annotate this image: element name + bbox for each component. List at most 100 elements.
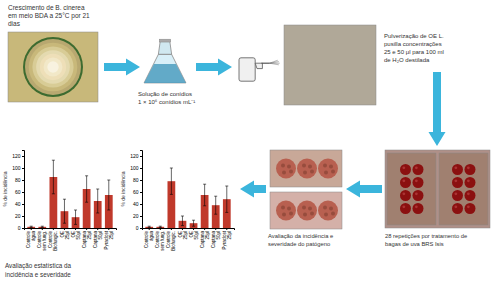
- mold-spot: [302, 164, 306, 168]
- tick-label-line: sem fung.: [42, 231, 47, 251]
- photo: [270, 150, 342, 187]
- tick-label: 40: [133, 201, 139, 207]
- arrow: [104, 59, 140, 76]
- y-tick: 100: [12, 165, 24, 171]
- error-line: [31, 226, 32, 227]
- error-cap: [85, 175, 88, 176]
- y-tick: 20: [15, 213, 24, 219]
- x-tick: OE50μl: [71, 228, 81, 240]
- error-cap: [181, 216, 184, 217]
- y-axis-title: % de incidência: [2, 171, 8, 206]
- axis-line: [25, 229, 117, 231]
- tick-mark: [149, 228, 150, 230]
- annotation: de H₂O destilada: [384, 57, 430, 63]
- error-line: [204, 184, 205, 206]
- x-tick: Captana25μl: [200, 228, 210, 248]
- infected-grape: [318, 201, 338, 221]
- grape: [452, 203, 463, 214]
- tick-mark: [215, 228, 216, 230]
- grape-shine: [402, 205, 405, 208]
- tick-label-line: 50μl: [76, 231, 81, 240]
- error-cap: [52, 193, 55, 194]
- mold-spot: [281, 164, 285, 168]
- mold-spot: [281, 206, 285, 210]
- grape: [465, 190, 476, 201]
- mold-spot: [282, 171, 286, 175]
- mold-spot: [287, 165, 291, 169]
- tick-label: Captana25μl: [200, 231, 210, 249]
- petri-ring: [32, 46, 73, 87]
- x-tick: Controleágua: [144, 228, 154, 248]
- error-cap: [148, 227, 151, 228]
- tick-label: 0: [18, 225, 21, 231]
- tick-label-line: 25μl: [87, 231, 92, 240]
- error-bar: [203, 184, 206, 206]
- x-tick: Controlesem fung.: [37, 228, 47, 251]
- mold-spot: [289, 170, 293, 174]
- tray-section: [439, 153, 488, 225]
- flask-liquid: [144, 64, 186, 83]
- tick-label: 40: [15, 201, 21, 207]
- petri-dish: [23, 37, 83, 97]
- spray-bottle: [239, 58, 255, 81]
- grape: [413, 177, 424, 188]
- tick-label: 60: [15, 189, 21, 195]
- grape-shine: [454, 205, 457, 208]
- grape: [400, 203, 411, 214]
- mold-spot: [289, 212, 293, 216]
- x-tick: OE50μl: [189, 228, 199, 240]
- arrow: [240, 181, 266, 198]
- error-bar: [170, 168, 173, 194]
- mold-spot: [303, 171, 307, 175]
- y-tick: 80: [15, 177, 24, 183]
- tick-mark: [140, 156, 142, 157]
- tick-label-line: água: [149, 231, 154, 242]
- tick-mark: [22, 228, 24, 229]
- error-bar: [192, 220, 195, 226]
- tick-label-line: 25μl: [109, 231, 114, 240]
- annotation: 25 e 50 μl para 100 ml: [384, 49, 444, 55]
- figure: Crescimento de B. cinereaem meio BDA a 2…: [0, 0, 500, 281]
- tick-label: Pyraclost25μl: [222, 230, 232, 249]
- annotation: dias: [8, 20, 21, 27]
- grape: [413, 190, 424, 201]
- photo: [284, 25, 376, 105]
- tick-mark: [64, 228, 65, 230]
- grape: [400, 177, 411, 188]
- annotation: 1 × 10⁶ conídios mL⁻¹: [138, 99, 195, 105]
- spray-nozzle: [262, 63, 270, 64]
- error-cap: [63, 199, 66, 200]
- error-line: [149, 226, 150, 227]
- grape-shine: [467, 179, 470, 182]
- tick-mark: [97, 228, 98, 230]
- y-tick: 0: [18, 225, 24, 231]
- tick-mark: [226, 228, 227, 230]
- error-bar: [225, 186, 228, 212]
- error-cap: [96, 189, 99, 190]
- infected-grape: [318, 159, 338, 179]
- mold-spot: [323, 164, 327, 168]
- x-tick: Controleágua: [26, 228, 36, 248]
- error-cap: [192, 220, 195, 221]
- grape-shine: [454, 166, 457, 169]
- flask-body: [144, 54, 186, 83]
- error-cap: [148, 226, 151, 227]
- x-axis: ControleáguaControlesem fung.ControleBio…: [25, 228, 117, 251]
- spray-line: [270, 60, 278, 63]
- error-bar: [63, 199, 66, 223]
- annotation: incidência e severidade: [5, 271, 71, 278]
- error-bar: [214, 196, 217, 214]
- error-line: [53, 160, 54, 194]
- error-line: [182, 216, 183, 226]
- grape-shine: [454, 179, 457, 182]
- grape-shine: [402, 192, 405, 195]
- tick-mark: [171, 228, 172, 230]
- x-tick: OE25μl: [60, 228, 70, 240]
- tick-label: 60: [133, 189, 139, 195]
- tick-mark: [193, 228, 194, 230]
- tick-mark: [160, 228, 161, 230]
- tick-label: OE25μl: [178, 231, 188, 240]
- error-cap: [74, 224, 77, 225]
- y-tick: 120: [12, 153, 24, 159]
- error-cap: [181, 225, 184, 226]
